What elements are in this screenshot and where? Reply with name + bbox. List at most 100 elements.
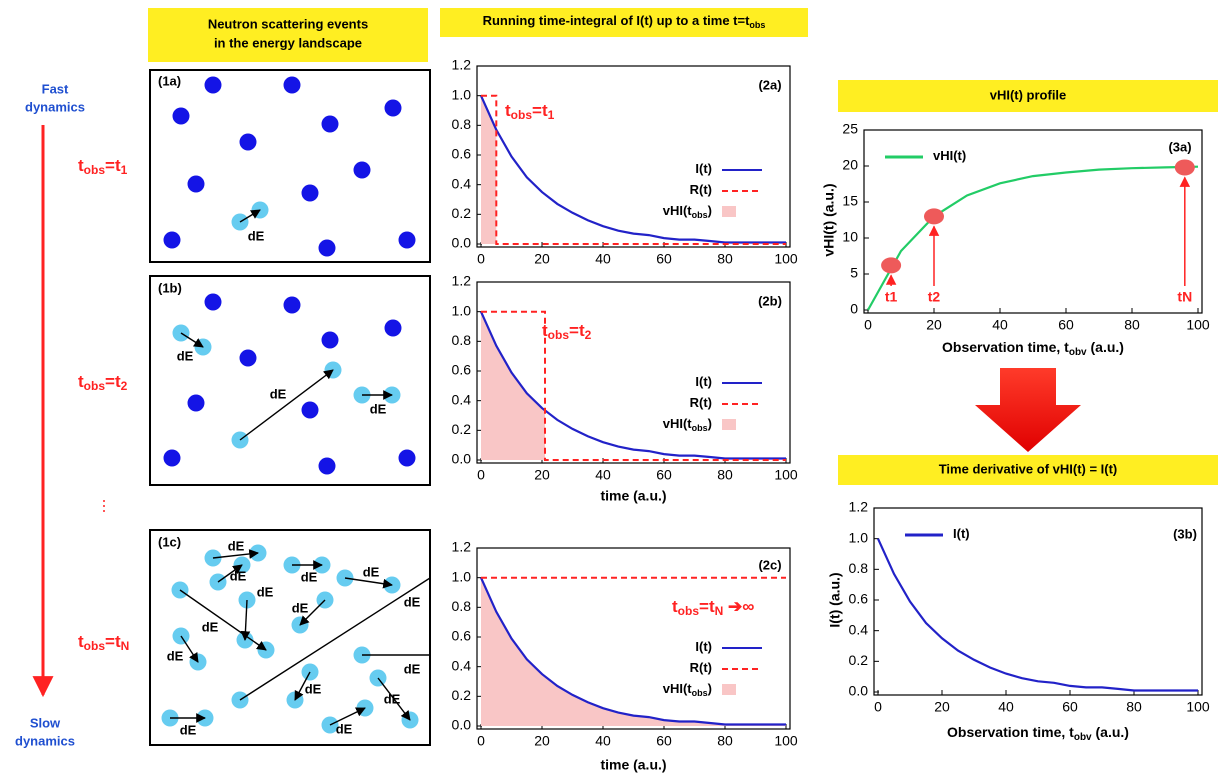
line [481,310,786,461]
annotation-part: t [505,101,511,120]
tobs-label-part: 1 [121,163,128,177]
x-tick-label: 80 [1124,317,1140,333]
header: Time derivative of vHI(t) = I(t) [939,461,1118,476]
panel-label: (3a) [1168,139,1191,154]
site [301,184,319,202]
legend-swatch [722,684,736,695]
jump [180,332,204,348]
site [187,175,205,193]
legend-label-part: obs [692,210,708,220]
y-tick-label: 0.6 [849,591,869,607]
tobs-label-part: 2 [121,379,128,393]
x-axis-label-part: Observation time, t [942,339,1069,355]
site [318,239,336,257]
y-tick-label: 0.0 [452,717,472,733]
header-part: Running time-integral of I(t) up to a ti… [483,13,751,28]
site [384,99,402,117]
legend-label: vHI(tobs) [663,203,712,220]
y-tick-label: 0.4 [452,391,472,407]
panel-label: (3b) [1173,526,1197,541]
header: vHI(t) profile [990,87,1067,102]
x-tick-label: 40 [595,251,611,267]
area [481,95,497,244]
tobs-label: tobs=t2 [78,372,128,393]
jump [240,599,251,641]
line [867,165,1199,311]
legend-label-part: I(t) [953,526,970,541]
de-label: dE [230,568,247,583]
x-axis-label-part: obv [1069,347,1087,358]
annotation-part: =t [699,597,715,616]
x-axis-label-part: obv [1074,732,1092,743]
x-tick-label: 20 [534,467,550,483]
x-tick-label: 80 [717,733,733,749]
y-tick-label: 5 [850,265,858,281]
header: in the energy landscape [214,35,362,50]
fast-label: Fast [42,81,69,96]
annotation-part: N [715,604,724,618]
legend-label: vHI(tobs) [663,416,712,433]
legend-label-part: ) [708,416,712,431]
legend-label: I(t) [695,639,712,654]
legend-label-part: I(t) [695,161,712,176]
site [172,107,190,125]
plot-frame [873,507,1203,696]
annotation-part: obs [548,328,570,342]
legend-label: I(t) [695,374,712,389]
site [283,296,301,314]
site [187,394,205,412]
line [479,311,786,460]
y-tick-label: 25 [842,121,858,137]
tobs-label: tobs=t1 [78,156,128,177]
legend-label-part: vHI(t) [933,148,966,163]
y-axis-label: I(t) (a.u.) [827,572,843,627]
y-tick-label: 0.2 [452,205,472,221]
panel-label: (1a) [158,73,181,88]
tobs-label-part: obs [84,163,106,177]
y-tick-label: 10 [842,229,858,245]
site [398,449,416,467]
big-arrow [975,368,1081,452]
x-tick-label: 100 [774,733,798,749]
fast-label: dynamics [25,99,85,114]
y-tick-label: 0.0 [849,683,869,699]
x-tick-label: 0 [874,699,882,715]
x-axis-label: Observation time, tobv (a.u.) [942,339,1124,358]
legend-label: R(t) [690,660,712,675]
panel-label: (2b) [758,293,782,308]
header-part: obs [749,20,765,30]
legend-label-part: vHI(t [663,416,693,431]
site [283,76,301,94]
jump [179,589,267,651]
legend-label-part: I(t) [695,639,712,654]
tobs-label-part: obs [84,379,106,393]
y-tick-label: 15 [842,193,858,209]
legend-label-part: I(t) [695,374,712,389]
annotation-part: obs [511,108,533,122]
panel-label: (2c) [758,557,781,572]
y-axis-label: vHI(t) (a.u.) [821,183,837,256]
site [163,231,181,249]
annotation: tobs=tN ➔∞ [672,597,754,618]
de-label: dE [177,348,194,363]
marker-label: t2 [928,289,941,305]
header: Running time-integral of I(t) up to a ti… [483,13,766,30]
de-label: dE [301,569,318,584]
time-marker [1174,159,1195,176]
x-axis-label-part: (a.u.) [1092,724,1129,740]
annotation: tobs=t1 [505,101,555,122]
diagram-panel [149,69,431,263]
tobs-label-part: =t [105,156,121,175]
site [321,331,339,349]
y-tick-label: 1.0 [849,529,869,545]
y-tick-label: 0.4 [452,657,472,673]
de-label: dE [167,648,184,663]
legend-swatch [722,206,736,217]
de-label: dE [292,600,309,615]
tobs-label-part: t [78,632,84,651]
de-label: dE [336,721,353,736]
y-tick-label: 1.0 [452,86,472,102]
x-tick-label: 0 [477,467,485,483]
x-tick-label: 40 [998,699,1014,715]
jump [239,577,431,701]
